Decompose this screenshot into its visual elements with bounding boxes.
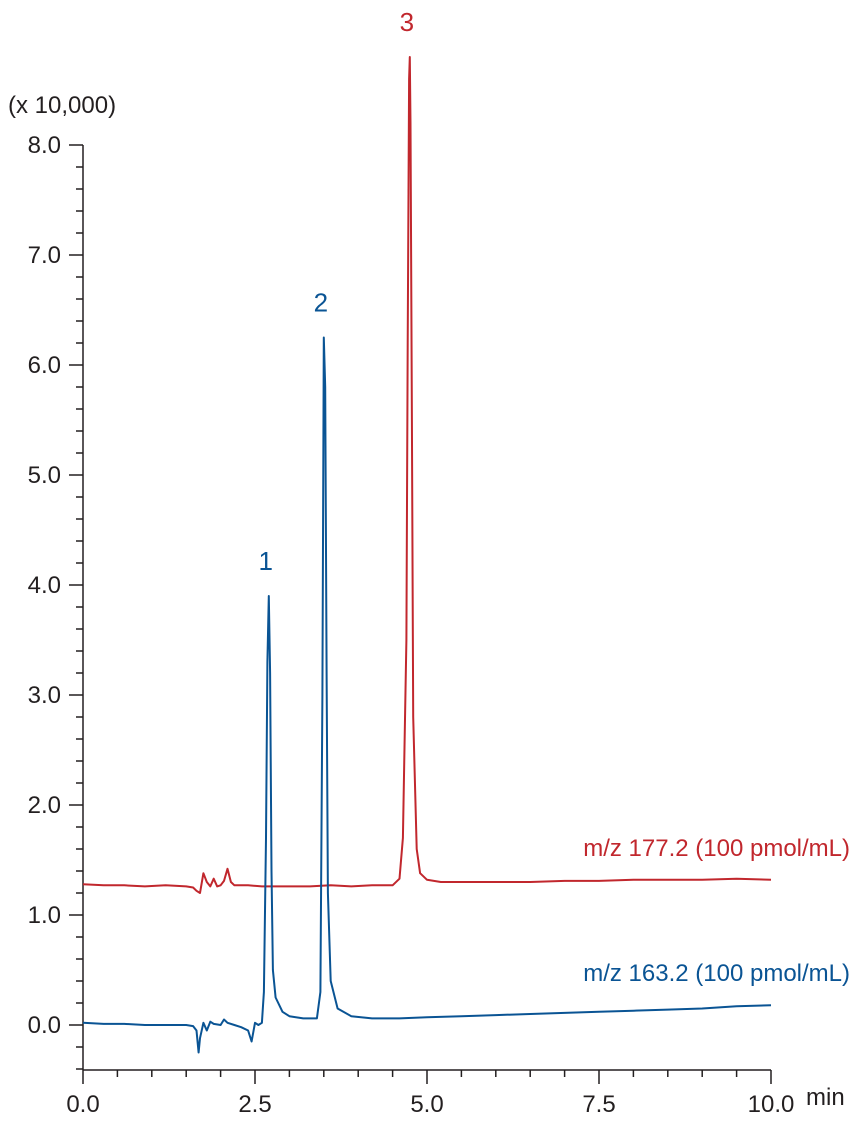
series-label: m/z 177.2 (100 pmol/mL) [583,835,850,862]
y-tick-label: 7.0 [28,242,61,269]
y-tick-label: 5.0 [28,462,61,489]
y-axis-unit-label: (x 10,000) [8,92,116,119]
peak-label: 2 [314,288,328,318]
y-tick-label: 0.0 [28,1012,61,1039]
annotations: m/z 177.2 (100 pmol/mL) m/z 163.2 (100 pm… [259,7,850,987]
y-tick-label: 3.0 [28,682,61,709]
x-tick-label: 5.0 [410,1091,443,1118]
y-tick-label: 6.0 [28,352,61,379]
y-tick-label: 8.0 [28,132,61,159]
x-tick-label: 0.0 [66,1091,99,1118]
y-tick-label: 4.0 [28,572,61,599]
y-tick-label: 2.0 [28,792,61,819]
traces [82,56,772,1054]
series-label: m/z 163.2 (100 pmol/mL) [583,960,850,987]
x-tick-label: 7.5 [582,1091,615,1118]
x-tick-label: 2.5 [238,1091,271,1118]
peak-label: 3 [400,7,414,37]
x-tick-label: 10.0 [748,1091,795,1118]
peak-label: 1 [259,546,273,576]
trace-mz-163 [82,336,772,1054]
x-axis-unit-label: min [806,1084,845,1111]
trace-mz-177 [82,56,772,894]
y-tick-label: 1.0 [28,902,61,929]
axes: 0.0 1.0 2.0 3.0 4.0 5.0 6.0 7.0 8.0 0.0 2.5 5.0 7.5 1… [28,132,795,1118]
